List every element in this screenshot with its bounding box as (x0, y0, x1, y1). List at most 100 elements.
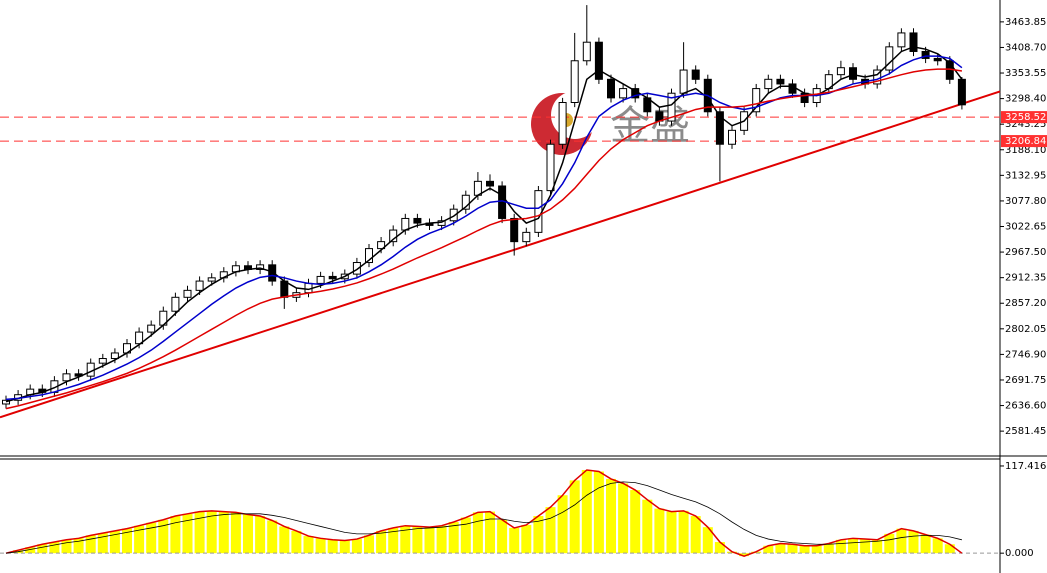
candle-body (461, 194, 470, 210)
histogram-bar (182, 513, 193, 554)
candle-body (546, 143, 555, 192)
histogram-bar (134, 525, 145, 554)
candle-body (449, 208, 458, 222)
histogram-bar (654, 508, 665, 554)
y-tick-label: 2802.05 (1005, 324, 1046, 335)
candle-body (921, 50, 930, 59)
candle-body (679, 69, 688, 94)
candle-body (957, 78, 966, 106)
histogram-bar (848, 538, 858, 554)
histogram-bar (896, 528, 907, 554)
candle-body (849, 67, 857, 80)
y-tick-label: 2912.35 (1005, 273, 1046, 284)
candle-body (413, 217, 422, 224)
histogram-bar (472, 512, 483, 554)
y-tick-label: 2581.45 (1005, 426, 1046, 437)
y-tick-label: 3077.80 (1005, 196, 1046, 207)
histogram-bar (122, 528, 132, 554)
histogram-bar (872, 539, 883, 554)
candle-body (171, 296, 180, 312)
histogram-bar (714, 542, 725, 554)
candle-body (728, 129, 736, 145)
histogram-bar (763, 545, 774, 554)
candle-body (933, 57, 942, 62)
candle-body (98, 358, 107, 364)
histogram-bar (835, 539, 846, 554)
histogram-bar (327, 539, 338, 554)
histogram-bar (618, 483, 629, 554)
candle-body (582, 41, 591, 62)
candle-body (897, 32, 906, 48)
candle-body (510, 217, 519, 243)
signal-line (5, 481, 962, 554)
candle-body (110, 352, 119, 360)
histogram-bar (593, 471, 604, 554)
candle-body (2, 399, 10, 405)
histogram-bar (218, 511, 229, 554)
histogram-bar (497, 519, 508, 554)
y-tick-label: 2746.90 (1005, 349, 1046, 360)
histogram-bar (787, 544, 798, 554)
histogram-bar (739, 553, 750, 557)
y-tick-label: 2691.75 (1005, 375, 1046, 386)
histogram-bar (37, 544, 48, 554)
candle-body (885, 46, 894, 71)
moving-average (5, 68, 963, 410)
histogram-outline (5, 469, 963, 557)
histogram-bar (521, 524, 532, 554)
price-label-box (1001, 135, 1047, 148)
histogram-bar (485, 511, 495, 554)
y-tick-label: 3408.70 (1005, 42, 1046, 53)
histogram-bar (279, 526, 290, 554)
histogram-bar (460, 517, 471, 554)
y-tick-label: 3353.55 (1005, 68, 1046, 79)
histogram-bar (509, 527, 520, 554)
candle-body (534, 190, 543, 233)
histogram-bar (702, 527, 713, 554)
histogram-bar (545, 507, 556, 554)
histogram-bar (678, 510, 689, 554)
candle-body (619, 88, 628, 99)
candle-body (147, 324, 156, 333)
histogram-bar (799, 545, 810, 554)
histogram-bar (666, 511, 677, 554)
candle-body (377, 241, 386, 250)
histogram-bar (376, 530, 387, 554)
trend-line (0, 90, 1001, 419)
candle-body (909, 32, 918, 52)
histogram-bar (97, 533, 108, 554)
histogram-bar (25, 547, 36, 554)
candle-body (207, 277, 216, 282)
candle-body (691, 69, 700, 80)
candle-body (195, 280, 204, 291)
candle-body (352, 262, 361, 275)
y-tick-label: 3022.65 (1005, 222, 1046, 233)
price-level-label: 3258.52 (1005, 112, 1046, 123)
candle-body (183, 289, 192, 298)
y-tick-label: 3188.10 (1005, 145, 1046, 156)
histogram-bar (351, 539, 362, 554)
candle-body (776, 78, 785, 85)
histogram-bar (690, 516, 701, 554)
histogram-bar (206, 510, 217, 554)
candle-body (522, 231, 531, 243)
histogram-bar (61, 539, 72, 554)
histogram-bar (908, 530, 919, 554)
histogram-bar (255, 516, 266, 554)
candle-body (256, 264, 265, 270)
candle-body (836, 67, 845, 76)
candle-body (764, 78, 773, 90)
histogram-bar (606, 478, 616, 554)
histogram-bar (49, 542, 60, 554)
y-tick-label: 2857.20 (1005, 298, 1046, 309)
histogram-bar (823, 543, 834, 554)
histogram-bar (339, 540, 350, 554)
histogram-bar (569, 480, 580, 554)
histogram-bar (920, 534, 931, 554)
candle-body (316, 275, 325, 284)
histogram-bar (581, 469, 592, 554)
price-label-box (1001, 111, 1047, 124)
candle-body (486, 180, 494, 187)
histogram-bar (557, 495, 568, 554)
